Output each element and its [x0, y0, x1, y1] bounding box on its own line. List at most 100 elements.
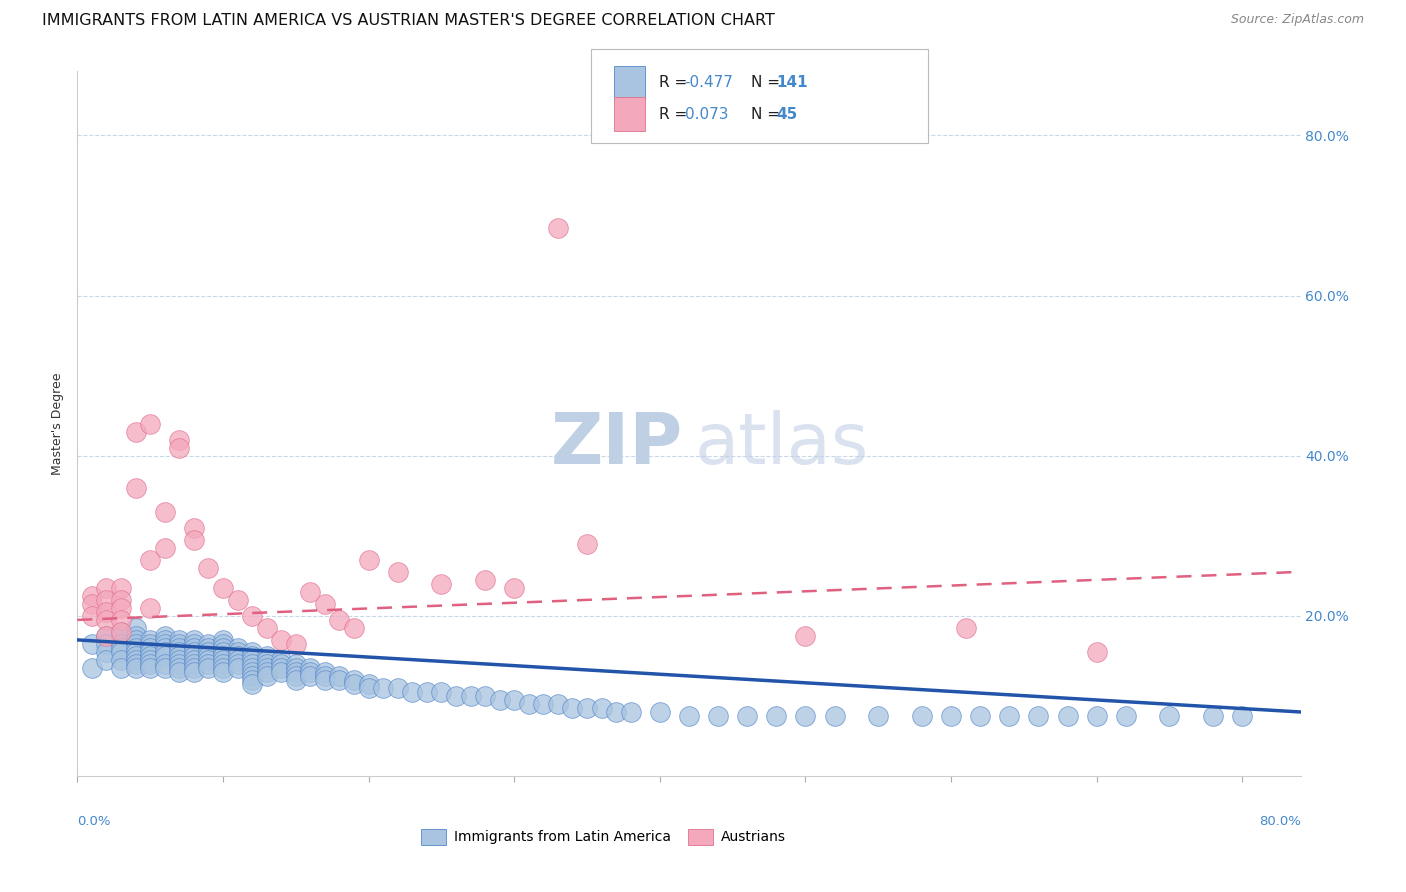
Point	[169, 441, 191, 455]
Point	[169, 640, 191, 655]
Point	[343, 673, 366, 687]
Point	[124, 640, 146, 655]
Text: Source: ZipAtlas.com: Source: ZipAtlas.com	[1230, 13, 1364, 27]
Point	[226, 648, 249, 663]
Point	[212, 637, 235, 651]
Point	[183, 637, 205, 651]
Point	[110, 600, 132, 615]
Point	[197, 640, 219, 655]
Point	[212, 648, 235, 663]
Point	[139, 648, 162, 663]
Point	[1232, 709, 1254, 723]
Point	[124, 645, 146, 659]
Point	[531, 697, 554, 711]
Point	[605, 705, 627, 719]
Point	[1056, 709, 1078, 723]
Point	[314, 673, 336, 687]
Point	[183, 645, 205, 659]
Point	[124, 637, 146, 651]
Text: IMMIGRANTS FROM LATIN AMERICA VS AUSTRIAN MASTER'S DEGREE CORRELATION CHART: IMMIGRANTS FROM LATIN AMERICA VS AUSTRIA…	[42, 13, 775, 29]
Point	[939, 709, 962, 723]
Point	[197, 637, 219, 651]
Point	[1028, 709, 1050, 723]
Point	[328, 613, 350, 627]
Point	[110, 661, 132, 675]
Point	[284, 657, 307, 671]
Point	[765, 709, 787, 723]
Point	[503, 581, 526, 595]
Point	[169, 648, 191, 663]
Point	[197, 653, 219, 667]
Point	[139, 661, 162, 675]
Point	[96, 629, 118, 643]
Point	[240, 661, 263, 675]
Point	[256, 657, 278, 671]
Text: ZIP: ZIP	[551, 410, 683, 479]
Point	[212, 665, 235, 679]
Point	[169, 657, 191, 671]
Point	[124, 621, 146, 635]
Point	[212, 657, 235, 671]
Point	[343, 621, 366, 635]
Point	[299, 661, 322, 675]
Point	[270, 657, 292, 671]
Point	[212, 645, 235, 659]
Point	[474, 573, 496, 587]
Point	[256, 669, 278, 683]
Point	[153, 637, 176, 651]
Point	[183, 661, 205, 675]
Point	[226, 592, 249, 607]
Point	[591, 701, 613, 715]
Point	[678, 709, 700, 723]
Text: N =: N =	[751, 76, 785, 90]
Point	[430, 685, 453, 699]
Point	[547, 220, 569, 235]
Point	[110, 640, 132, 655]
Point	[256, 661, 278, 675]
Point	[212, 632, 235, 647]
Point	[80, 597, 103, 611]
Point	[139, 645, 162, 659]
Point	[183, 521, 205, 535]
Point	[284, 673, 307, 687]
Point	[96, 581, 118, 595]
Point	[240, 665, 263, 679]
Point	[96, 592, 118, 607]
Point	[299, 669, 322, 683]
Text: 80.0%: 80.0%	[1258, 815, 1301, 828]
Point	[153, 648, 176, 663]
Point	[284, 665, 307, 679]
Point	[256, 648, 278, 663]
Point	[488, 693, 510, 707]
Point	[183, 640, 205, 655]
Point	[153, 632, 176, 647]
Point	[183, 533, 205, 547]
Point	[153, 505, 176, 519]
Point	[212, 581, 235, 595]
Point	[284, 661, 307, 675]
Point	[169, 637, 191, 651]
Point	[96, 605, 118, 619]
Point	[110, 624, 132, 639]
Point	[124, 425, 146, 439]
Point	[503, 693, 526, 707]
Point	[648, 705, 671, 719]
Point	[416, 685, 439, 699]
Point	[139, 653, 162, 667]
Point	[357, 681, 380, 695]
Point	[96, 637, 118, 651]
Point	[169, 433, 191, 447]
Point	[314, 665, 336, 679]
Point	[824, 709, 846, 723]
Point	[299, 585, 322, 599]
Point	[226, 640, 249, 655]
Point	[256, 621, 278, 635]
Point	[169, 645, 191, 659]
Point	[1085, 645, 1108, 659]
Point	[80, 589, 103, 603]
Point	[96, 629, 118, 643]
Point	[794, 629, 817, 643]
Point	[314, 669, 336, 683]
Point	[139, 553, 162, 567]
Point	[139, 637, 162, 651]
